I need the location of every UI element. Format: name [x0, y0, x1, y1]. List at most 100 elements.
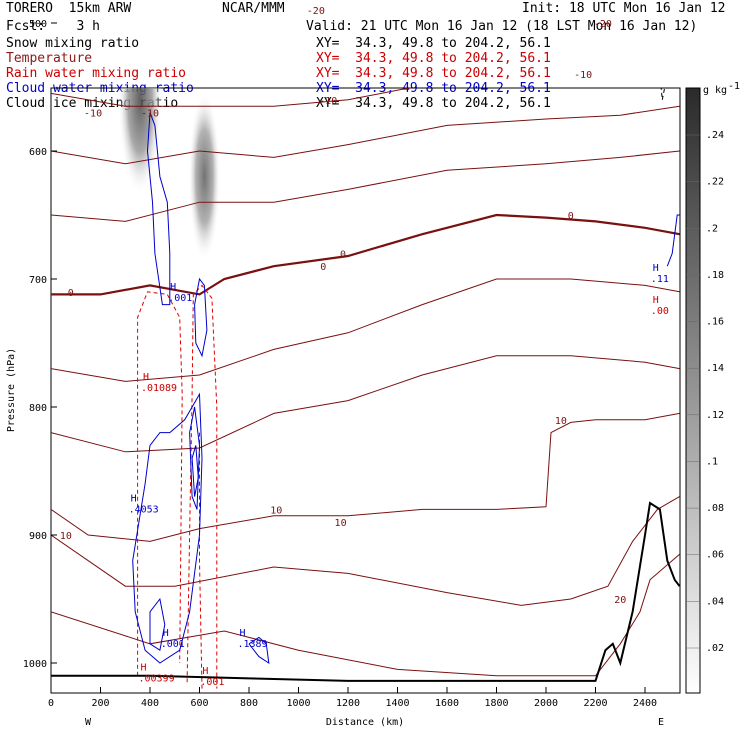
maximum-value-label: .1389: [237, 639, 267, 650]
x-end-west: W: [85, 717, 92, 728]
org-label: NCAR/MMM: [222, 1, 285, 16]
cloud-water-contour-2: [149, 597, 166, 652]
colorbar-tick-label-7: .1: [706, 456, 718, 467]
y-tick-label-5: 500: [29, 19, 47, 30]
snow-contour-0: [134, 0, 144, 36]
y-tick-label-0: 1000: [23, 659, 47, 670]
cloud-ice-shade-1: [169, 0, 201, 45]
temperature-contour-13: [51, 10, 680, 61]
maximum-H-mark: H: [170, 282, 176, 293]
maximum-marker-12: H.001: [161, 628, 185, 650]
temperature-label-8: -10: [319, 96, 337, 107]
temperature-label-13: 0: [568, 211, 574, 222]
maximum-value-label: .001: [161, 639, 185, 650]
maxima-labels: H.00385H.00042H.00016H.01119H.01089H.003…: [129, 263, 669, 688]
maximum-H-mark: H: [131, 493, 137, 504]
temperature-contour-15: [51, 105, 680, 165]
x-axis: 0 200 400 600 800 1000 1200 1400 1600 1800 2000 220…: [48, 687, 664, 728]
x-tick-label-0: 0: [48, 698, 54, 709]
xy-cloud-ice: XY= 34.3, 49.8 to 204.2, 56.1: [316, 96, 551, 111]
cloud-water-contour-6: [194, 277, 208, 358]
x-axis-title: Distance (km): [326, 717, 404, 728]
colorbar-tick-label-2: .2: [706, 223, 718, 234]
maximum-H-mark: H: [653, 295, 659, 306]
y-tick-label-3: 700: [29, 275, 47, 286]
maximum-marker-4: H.01089: [141, 372, 177, 394]
temperature-label-18: 20: [614, 595, 626, 606]
legend-temperature: Temperature: [6, 51, 93, 66]
temperature-label-12: 0: [340, 249, 346, 260]
snow-contours: [134, 0, 666, 100]
colorbar-tick-label-3: .18: [706, 270, 724, 281]
rain-contour-0: [137, 291, 183, 676]
maximum-H-mark: H: [163, 628, 169, 639]
temperature-label-10: 0: [68, 288, 74, 299]
terrain-profile: [51, 501, 680, 682]
maximum-value-label: .00399: [138, 673, 174, 684]
temperature-contour-14: [51, 88, 412, 107]
maximum-value-label: .11: [651, 274, 669, 285]
cloud-ice-shade-4: [648, 0, 676, 45]
y-tick-label-1: 900: [29, 531, 47, 542]
forecast-hour: Fcst: 3 h: [6, 19, 100, 34]
x-tick-label-6: 1200: [336, 698, 360, 709]
temperature-contour-17: [51, 213, 680, 296]
colorbar-tick-label-11: .02: [706, 643, 724, 654]
maximum-marker-9: H.1389: [237, 628, 267, 650]
x-tick-label-2: 400: [141, 698, 159, 709]
temperature-contour-22: [51, 553, 680, 677]
colorbar-tick-label-8: .08: [706, 503, 724, 514]
x-tick-label-12: 2400: [633, 698, 657, 709]
init-time: Init: 18 UTC Mon 16 Jan 12: [522, 1, 726, 16]
temperature-contours: [51, 0, 680, 677]
colorbar-unit: g kg: [703, 85, 727, 96]
temperature-contour-19: [51, 355, 680, 453]
cloud-ice-shade-0: [118, 88, 163, 195]
legend-snow: Snow mixing ratio: [6, 36, 140, 51]
temperature-contour-21: [51, 496, 680, 606]
temperature-label-14: 10: [60, 531, 72, 542]
xy-temperature: XY= 34.3, 49.8 to 204.2, 56.1: [316, 51, 551, 66]
xy-cloud-water: XY= 34.3, 49.8 to 204.2, 56.1: [316, 81, 551, 96]
temperature-label-11: 0: [320, 262, 326, 273]
cloud-ice-shade-2: [188, 91, 221, 262]
x-tick-label-1: 200: [91, 698, 109, 709]
xy-snow: XY= 34.3, 49.8 to 204.2, 56.1: [316, 36, 551, 51]
temperature-label-9: -10: [574, 70, 592, 81]
temperature-label-5: -20: [594, 19, 612, 30]
x-tick-label-4: 800: [240, 698, 258, 709]
y-axis: 1000900800700600500400300200Pressure (hP…: [6, 19, 57, 670]
maximum-H-mark: H: [140, 662, 146, 673]
snow-contour-2: [660, 88, 666, 100]
terrain-line: [51, 501, 680, 682]
x-tick-label-10: 2000: [534, 698, 558, 709]
temperature-labels: -60-50-30-20-20-20-10-10-10-100000101010…: [60, 6, 626, 606]
maximum-marker-10: H.11: [651, 263, 669, 285]
colorbar-unit-exponent: -1: [728, 81, 740, 92]
maximum-H-mark: H: [143, 372, 149, 383]
colorbar: .24 .22 .2 .18 .16 .14 .12 .1 .08 .06 .04 .02 g kg -1: [685, 81, 740, 694]
x-tick-label-5: 1000: [286, 698, 310, 709]
colorbar-tick-label-9: .06: [706, 550, 724, 561]
cloud-water-contour-1: [132, 392, 203, 664]
colorbar-tick-label-0: .24: [706, 130, 724, 141]
maximum-value-label: .001: [168, 293, 192, 304]
y-tick-label-4: 600: [29, 147, 47, 158]
maximum-H-mark: H: [202, 666, 208, 677]
temperature-label-17: 10: [555, 416, 567, 427]
maximum-value-label: .01089: [141, 383, 177, 394]
legend-rain: Rain water mixing ratio: [6, 66, 187, 81]
x-tick-label-3: 600: [190, 698, 208, 709]
temperature-contour-16: [51, 150, 680, 222]
temperature-contour-12: [51, 0, 680, 29]
x-tick-label-7: 1400: [385, 698, 409, 709]
colorbar-tick-label-10: .04: [706, 596, 724, 607]
temperature-contour-20: [51, 412, 680, 542]
model-title: TORERO 15km ARW: [6, 1, 132, 16]
colorbar-ramp: [685, 87, 701, 694]
x-end-east: E: [658, 717, 664, 728]
maximum-marker-8: H.4053: [129, 493, 159, 515]
colorbar-tick-label-6: .12: [706, 410, 724, 421]
plot-frame: [50, 87, 681, 694]
